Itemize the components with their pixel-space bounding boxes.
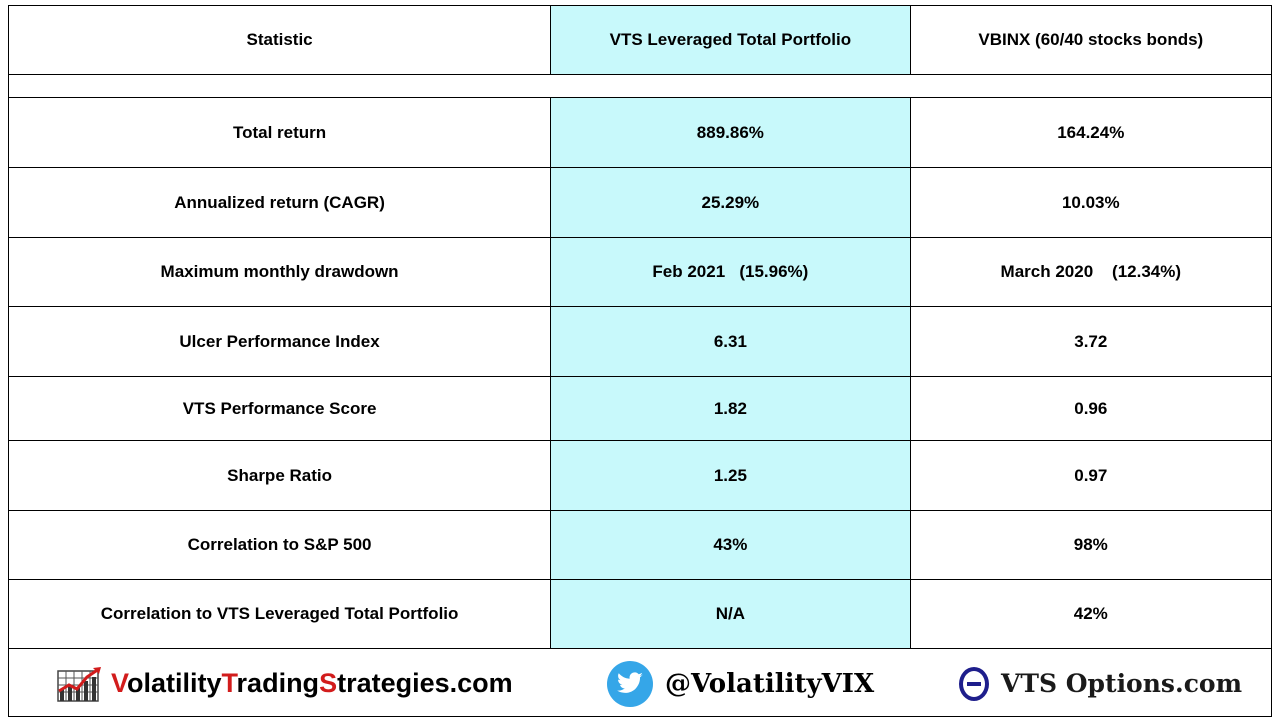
stat-label: VTS Performance Score	[182, 398, 377, 418]
chart-grid-icon	[57, 666, 101, 702]
stat-label: Maximum monthly drawdown	[160, 262, 399, 281]
divider	[9, 376, 1271, 377]
table-row: Maximum monthly drawdown Feb 2021 (15.96…	[9, 238, 1271, 306]
twitter-link[interactable]: @VolatilityVIX	[607, 649, 874, 718]
vts-value: 889.86%	[550, 98, 911, 167]
divider	[9, 510, 1271, 511]
stats-table-frame: Statistic VTS Leveraged Total Portfolio …	[8, 5, 1272, 717]
header-statistic: Statistic	[246, 30, 313, 49]
vts-value: N/A	[550, 580, 911, 648]
vts-value: Feb 2021 (15.96%)	[550, 238, 911, 306]
vbinx-value: 98%	[1073, 535, 1108, 554]
vts-options-text: VTS Options.com	[1001, 669, 1243, 698]
stat-label: Total return	[232, 122, 327, 142]
theta-icon	[959, 666, 989, 701]
vts-value: 43%	[550, 511, 911, 579]
header-vbinx: VBINX (60/40 stocks bonds)	[978, 30, 1204, 49]
table-row: Sharpe Ratio 1.25 0.97	[9, 441, 1271, 510]
stat-label: Sharpe Ratio	[227, 465, 332, 485]
vts-value: 1.25	[550, 441, 911, 510]
divider	[9, 167, 1271, 168]
table-row: VTS Performance Score 1.82 0.96	[9, 377, 1271, 440]
divider	[9, 97, 1271, 98]
stat-label: Correlation to VTS Leveraged Total Portf…	[100, 604, 459, 623]
divider	[9, 237, 1271, 238]
vts-brand-logo: VolatilityTradingStrategies.com	[57, 649, 513, 718]
stat-label: Correlation to S&P 500	[187, 535, 372, 554]
footer: VolatilityTradingStrategies.com @Volatil…	[9, 649, 1271, 718]
divider	[9, 74, 1271, 75]
header-row: Statistic VTS Leveraged Total Portfolio …	[9, 6, 1271, 74]
vts-value: 1.82	[550, 377, 911, 440]
vbinx-value: 3.72	[1074, 331, 1108, 351]
vbinx-value: 0.97	[1074, 465, 1108, 485]
table-row: Ulcer Performance Index 6.31 3.72	[9, 307, 1271, 376]
divider	[9, 440, 1271, 441]
table-row: Correlation to S&P 500 43% 98%	[9, 511, 1271, 579]
vts-value: 25.29%	[550, 168, 911, 237]
table-row: Total return 889.86% 164.24%	[9, 98, 1271, 167]
twitter-handle: @VolatilityVIX	[665, 668, 875, 699]
stat-label: Annualized return (CAGR)	[174, 192, 385, 212]
vts-brand-text[interactable]: VolatilityTradingStrategies.com	[111, 668, 513, 698]
vts-value: 6.31	[550, 307, 911, 376]
vts-options-link[interactable]: VTS Options.com	[959, 649, 1242, 718]
divider	[9, 579, 1271, 580]
vbinx-value: 10.03%	[1061, 192, 1120, 212]
twitter-bird-icon	[607, 660, 653, 707]
divider	[9, 648, 1271, 649]
table-row: Annualized return (CAGR) 25.29% 10.03%	[9, 168, 1271, 237]
table-row: Correlation to VTS Leveraged Total Portf…	[9, 580, 1271, 648]
vbinx-value: March 2020 (12.34%)	[1000, 262, 1182, 281]
header-vts-portfolio: VTS Leveraged Total Portfolio	[550, 6, 911, 74]
divider	[9, 306, 1271, 307]
stat-label: Ulcer Performance Index	[179, 331, 380, 351]
vbinx-value: 0.96	[1074, 398, 1108, 418]
vbinx-value: 42%	[1073, 604, 1108, 623]
vbinx-value: 164.24%	[1057, 122, 1125, 142]
